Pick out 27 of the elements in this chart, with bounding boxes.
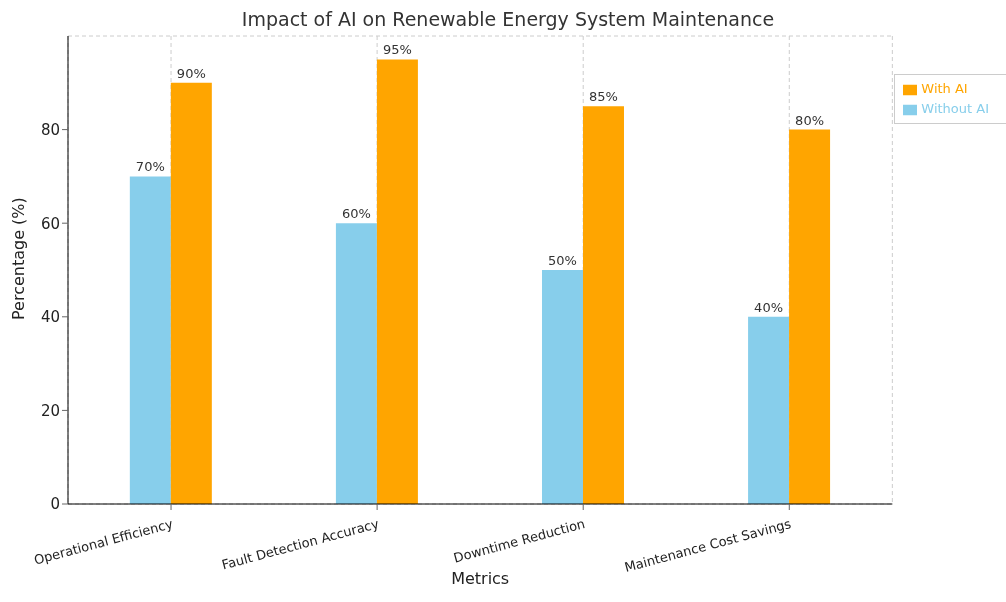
- y-tick-label: 60: [40, 214, 60, 233]
- data-label: 40%: [754, 299, 784, 315]
- y-tick-label: 80: [40, 120, 60, 139]
- x-axis-title: Metrics: [451, 569, 510, 588]
- bar: [129, 176, 171, 504]
- y-tick-label: 20: [40, 401, 60, 420]
- legend-label: With AI: [921, 81, 968, 96]
- bar: [582, 106, 624, 504]
- x-tick-label: Fault Detection Accuracy: [220, 515, 381, 573]
- data-label: 50%: [548, 253, 577, 268]
- y-tick-label: 40: [40, 308, 60, 327]
- legend-label: Without AI: [921, 101, 989, 116]
- bar: [541, 270, 583, 504]
- data-label: 80%: [795, 112, 825, 128]
- data-label: 60%: [341, 206, 371, 222]
- bar: [376, 59, 418, 504]
- y-axis-title: Percentage (%): [8, 197, 28, 320]
- bar: [335, 223, 377, 504]
- bar: [789, 129, 831, 504]
- y-tick-label: 0: [50, 495, 60, 514]
- bar: [170, 82, 212, 504]
- chart-title: Impact of AI on Renewable Energy System Maintenance: [240, 8, 776, 32]
- data-label: 85%: [589, 89, 618, 105]
- data-label: 95%: [382, 42, 412, 58]
- data-label: 90%: [176, 65, 206, 81]
- bar: [748, 316, 790, 504]
- data-label: 70%: [135, 159, 165, 175]
